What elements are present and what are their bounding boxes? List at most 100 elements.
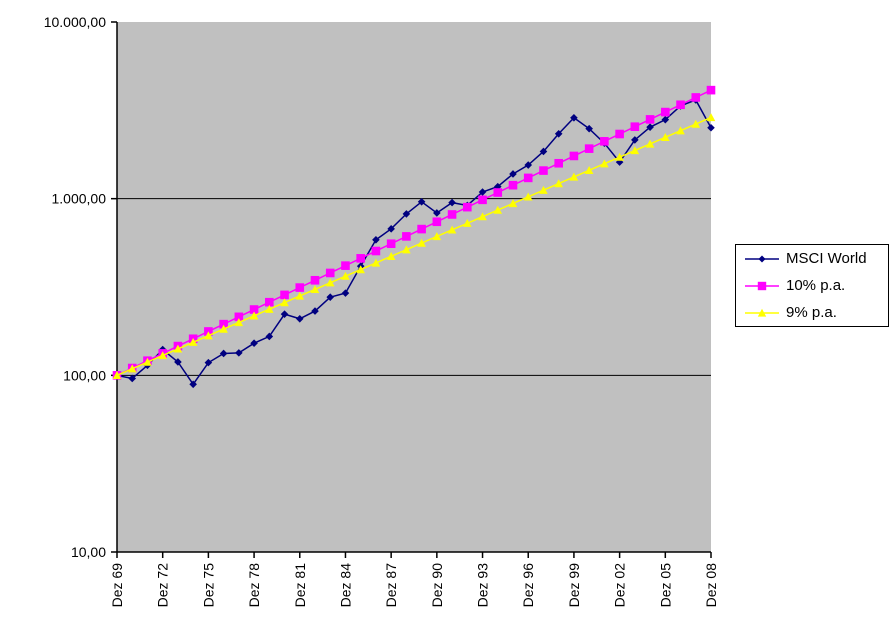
triangle-marker-icon — [539, 185, 548, 194]
triangle-marker-icon — [265, 304, 274, 313]
series-line — [116, 99, 712, 386]
square-marker-icon — [341, 261, 350, 270]
triangle-marker-icon — [188, 337, 198, 346]
triangle-marker-icon — [112, 371, 122, 379]
triangle-marker-icon — [280, 298, 289, 307]
x-axis-label: Dez 87 — [383, 563, 399, 608]
triangle-marker-icon — [615, 152, 624, 161]
diamond-marker-icon — [387, 225, 395, 233]
diamond-marker-icon — [280, 310, 289, 318]
x-axis-label: Dez 69 — [109, 563, 125, 608]
square-marker-icon — [523, 173, 533, 183]
square-marker-icon — [325, 268, 335, 278]
triangle-marker-icon — [310, 285, 320, 294]
triangle-marker-icon — [402, 245, 411, 254]
square-marker-icon — [569, 151, 579, 161]
series-9-p-a- — [112, 113, 716, 379]
y-axis-label: 100,00 — [63, 367, 106, 383]
square-marker-icon — [295, 283, 305, 292]
square-marker-icon — [234, 312, 244, 322]
triangle-marker-icon — [447, 225, 457, 234]
triangle-marker-icon — [417, 238, 426, 247]
x-axis-label: Dez 78 — [246, 563, 262, 608]
x-axis-label: Dez 96 — [520, 563, 536, 608]
diamond-marker-icon — [295, 314, 304, 323]
triangle-marker-icon — [204, 331, 213, 340]
square-marker-icon — [386, 239, 396, 249]
triangle-marker-icon — [676, 126, 685, 135]
triangle-marker-icon — [569, 172, 579, 181]
diamond-marker-icon — [433, 209, 441, 217]
diamond-marker-icon — [554, 129, 563, 138]
x-axis-label: Dez 05 — [657, 563, 673, 608]
square-marker-icon — [554, 158, 563, 168]
triangle-marker-icon — [143, 357, 152, 366]
square-marker-icon — [371, 246, 381, 256]
plot-area — [117, 22, 711, 552]
square-marker-icon — [661, 107, 670, 117]
square-marker-icon — [447, 210, 457, 219]
diamond-marker-icon — [189, 380, 197, 389]
diamond-marker-icon — [478, 188, 487, 196]
x-axis-label: Dez 93 — [475, 563, 491, 608]
diamond-marker-icon — [539, 147, 548, 156]
triangle-marker-icon — [493, 205, 503, 214]
diamond-marker-icon — [493, 182, 502, 191]
y-axis-label: 10.000,00 — [44, 14, 106, 30]
diamond-marker-icon — [341, 289, 350, 297]
square-marker-icon — [402, 232, 411, 241]
square-marker-icon — [676, 100, 685, 110]
square-marker-icon — [417, 224, 426, 234]
legend-item-msci-world: MSCI World — [744, 247, 888, 271]
square-marker-icon — [432, 217, 442, 227]
diamond-marker-icon — [585, 124, 593, 133]
diamond-marker-icon — [402, 210, 411, 218]
diamond-marker-icon — [204, 358, 213, 367]
legend-item-10pct: 10% p.a. — [744, 274, 888, 298]
square-marker-icon — [757, 281, 767, 290]
y-axis-label: 1.000,00 — [52, 191, 107, 207]
legend-square-marker-icon — [745, 281, 779, 290]
triangle-marker-icon — [173, 344, 183, 353]
triangle-marker-icon — [478, 212, 487, 221]
diamond-marker-icon — [250, 339, 258, 348]
diamond-marker-icon — [631, 136, 639, 144]
triangle-marker-icon — [630, 146, 640, 155]
triangle-marker-icon — [158, 351, 167, 360]
legend-label: 9% p.a. — [786, 304, 837, 321]
diamond-marker-icon — [372, 236, 380, 244]
series-line — [116, 116, 712, 377]
diamond-marker-icon — [311, 307, 319, 315]
triangle-marker-icon — [645, 139, 655, 148]
triangle-marker-icon — [386, 252, 396, 260]
diamond-marker-icon — [570, 113, 578, 122]
triangle-marker-icon — [371, 258, 381, 267]
diamond-marker-icon — [707, 123, 715, 132]
x-axis-label: Dez 90 — [429, 563, 445, 608]
triangle-marker-icon — [523, 192, 533, 201]
triangle-marker-icon — [463, 218, 472, 227]
square-marker-icon — [615, 129, 624, 139]
square-marker-icon — [310, 275, 320, 285]
diamond-marker-icon — [524, 161, 533, 169]
square-marker-icon — [600, 137, 609, 146]
square-marker-icon — [478, 195, 487, 205]
x-axis-label: Dez 08 — [703, 563, 719, 608]
diamond-marker-icon — [235, 349, 243, 357]
triangle-marker-icon — [508, 199, 518, 208]
diamond-marker-icon — [661, 115, 670, 124]
triangle-marker-icon — [234, 318, 244, 327]
square-marker-icon — [280, 290, 289, 300]
x-axis-label: Dez 81 — [292, 563, 308, 608]
triangle-marker-icon — [325, 278, 335, 287]
square-marker-icon — [539, 166, 548, 175]
series-line — [116, 89, 712, 377]
triangle-marker-icon — [691, 119, 701, 128]
triangle-marker-icon — [341, 271, 350, 280]
legend-label: MSCI World — [786, 250, 867, 267]
diamond-marker-icon — [265, 332, 274, 341]
triangle-marker-icon — [295, 291, 305, 300]
square-marker-icon — [645, 115, 655, 124]
